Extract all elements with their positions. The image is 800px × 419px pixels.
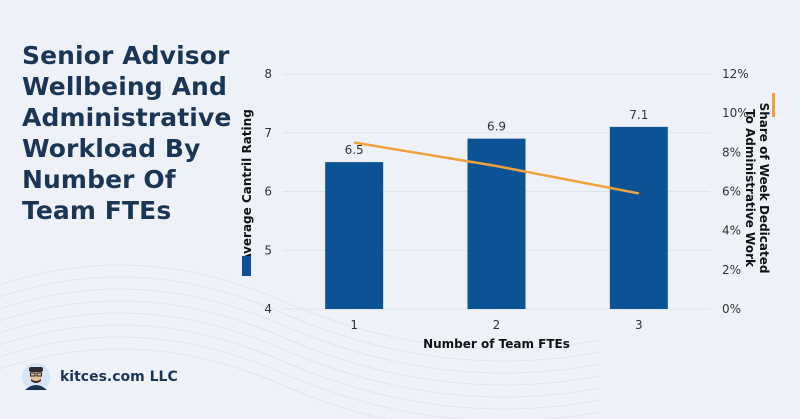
y2-tick-label: 8%: [722, 145, 741, 159]
x-tick-label: 1: [350, 318, 358, 332]
page-title: Senior Advisor Wellbeing And Administrat…: [22, 41, 232, 225]
bar: [325, 162, 384, 309]
x-tick-label: 2: [493, 318, 501, 332]
y2-tick-label: 12%: [722, 67, 749, 81]
x-tick-label: 3: [635, 318, 643, 332]
y2-axis-title-line1: Share of Week Dedicated: [757, 103, 771, 274]
y2-tick-label: 4%: [722, 224, 741, 238]
y-axis-title: Average Cantril Rating: [240, 109, 254, 263]
y2-axis-title-line2: To Administrative Work: [743, 109, 757, 268]
y-tick-label: 5: [264, 243, 272, 257]
y-tick-label: 7: [264, 126, 272, 140]
legend-swatch-line: [772, 93, 775, 117]
x-axis-title: Number of Team FTEs: [423, 337, 570, 351]
bar-value-label: 6.9: [487, 120, 506, 134]
bar-value-label: 6.5: [345, 143, 364, 157]
y-tick-label: 6: [264, 185, 272, 199]
legend-swatch-bar: [242, 256, 251, 276]
y2-tick-label: 6%: [722, 185, 741, 199]
y2-tick-label: 2%: [722, 263, 741, 277]
y-tick-label: 4: [264, 302, 272, 316]
footer-label: kitces.com LLC: [60, 369, 178, 385]
bar: [467, 138, 526, 309]
y2-tick-label: 10%: [722, 106, 749, 120]
bar-value-label: 7.1: [629, 108, 648, 122]
bar: [609, 126, 668, 309]
avatar-icon: [22, 363, 50, 391]
y-tick-label: 8: [264, 67, 272, 81]
footer: kitces.com LLC: [22, 362, 178, 392]
y2-tick-label: 0%: [722, 302, 741, 316]
